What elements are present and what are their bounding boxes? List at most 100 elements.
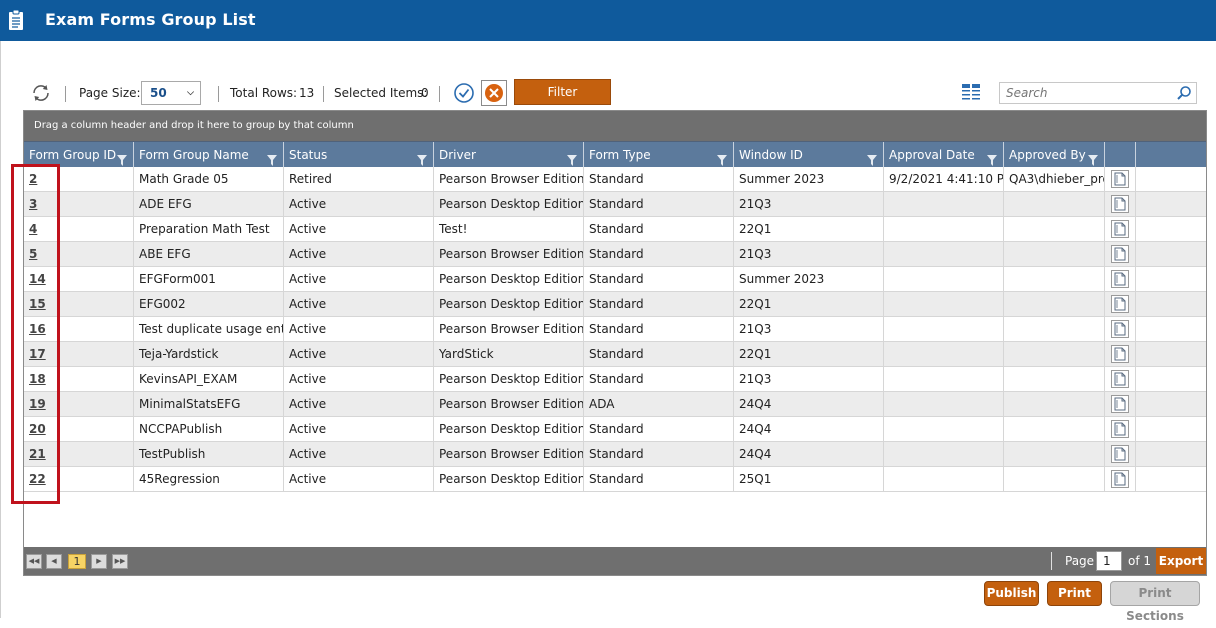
table-row[interactable]: 2 Math Grade 05 Retired Pearson Browser Edi… [24, 167, 1206, 192]
table-row[interactable]: 4 Preparation Math Test Active Test! Standar… [24, 217, 1206, 242]
form-group-id-link[interactable]: 5 [29, 247, 38, 261]
column-header-window-id[interactable]: Window ID [734, 142, 884, 168]
cell-approval-date [884, 242, 1004, 266]
column-header-form-group-name[interactable]: Form Group Name [134, 142, 284, 168]
cell-approved-by [1004, 217, 1105, 241]
cell-approved-by: QA3\dhieber_pro [1004, 167, 1105, 191]
publish-button[interactable]: Publish [984, 581, 1039, 606]
next-page-icon[interactable]: ▶ [91, 554, 107, 569]
document-icon[interactable] [1111, 395, 1129, 416]
refresh-icon[interactable] [30, 82, 52, 104]
cell-actions [1105, 267, 1136, 291]
filter-funnel-icon[interactable] [417, 149, 427, 168]
cell-form-group-name: EFGForm001 [134, 267, 284, 291]
page-button-current[interactable]: 1 [68, 554, 86, 569]
table-row[interactable]: 20 NCCPAPublish Active Pearson Desktop Edit… [24, 417, 1206, 442]
page-size-value: 50 [150, 86, 167, 100]
prev-page-icon[interactable]: ◀ [46, 554, 62, 569]
table-row[interactable]: 3 ADE EFG Active Pearson Desktop Edition Sta… [24, 192, 1206, 217]
cell-form-group-name: MinimalStatsEFG [134, 392, 284, 416]
filter-funnel-icon[interactable] [567, 149, 577, 168]
form-group-id-link[interactable]: 22 [29, 472, 46, 486]
print-button[interactable]: Print [1047, 581, 1102, 606]
document-icon[interactable] [1111, 320, 1129, 341]
clear-selection-icon[interactable] [481, 80, 507, 106]
cell-actions [1105, 467, 1136, 491]
filter-funnel-icon[interactable] [267, 149, 277, 168]
cell-approved-by [1004, 267, 1105, 291]
column-header-status[interactable]: Status [284, 142, 434, 168]
document-icon[interactable] [1111, 220, 1129, 241]
cell-form-group-name: Test duplicate usage entrie [134, 317, 284, 341]
table-row[interactable]: 18 KevinsAPI_EXAM Active Pearson Desktop Ed… [24, 367, 1206, 392]
form-group-id-link[interactable]: 2 [29, 172, 38, 186]
document-icon[interactable] [1111, 445, 1129, 466]
column-header-label: Window ID [739, 148, 803, 162]
cell-window-id: 24Q4 [734, 392, 884, 416]
table-row[interactable]: 14 EFGForm001 Active Pearson Desktop Editio… [24, 267, 1206, 292]
filter-funnel-icon[interactable] [117, 149, 127, 168]
filter-funnel-icon[interactable] [717, 149, 727, 168]
form-group-id-link[interactable]: 14 [29, 272, 46, 286]
first-page-icon[interactable]: ◀◀ [26, 554, 42, 569]
document-icon[interactable] [1111, 420, 1129, 441]
form-group-id-link[interactable]: 15 [29, 297, 46, 311]
table-row[interactable]: 5 ABE EFG Active Pearson Browser Edition Sta… [24, 242, 1206, 267]
cell-form-group-id: 15 [24, 292, 134, 316]
filter-funnel-icon[interactable] [1088, 149, 1098, 168]
cell-driver: Pearson Desktop Edition [434, 192, 584, 216]
document-icon[interactable] [1111, 270, 1129, 291]
column-header-approval-date[interactable]: Approval Date [884, 142, 1004, 168]
document-icon[interactable] [1111, 195, 1129, 216]
cell-form-group-id: 20 [24, 417, 134, 441]
form-group-id-link[interactable]: 20 [29, 422, 46, 436]
cell-form-type: Standard [584, 292, 734, 316]
table-row[interactable]: 15 EFG002 Active Pearson Desktop Edition Sta… [24, 292, 1206, 317]
page-number-input[interactable]: 1 [1096, 551, 1122, 571]
filter-funnel-icon[interactable] [867, 149, 877, 168]
cell-approved-by [1004, 367, 1105, 391]
cell-actions [1105, 442, 1136, 466]
cell-approved-by [1004, 292, 1105, 316]
last-page-icon[interactable]: ▶▶ [112, 554, 128, 569]
table-row[interactable]: 16 Test duplicate usage entrieActivePears… [24, 317, 1206, 342]
select-all-check-icon[interactable] [453, 82, 475, 104]
search-icon[interactable] [1176, 85, 1192, 104]
table-row[interactable]: 21 TestPublish Active Pearson Browser Editi… [24, 442, 1206, 467]
document-icon[interactable] [1111, 245, 1129, 266]
page-size-select[interactable]: 50 ⌵ [141, 81, 201, 105]
document-icon[interactable] [1111, 470, 1129, 491]
document-icon[interactable] [1111, 295, 1129, 316]
cell-actions [1105, 317, 1136, 341]
search-input[interactable] [1004, 83, 1174, 103]
filter-selections-button[interactable]: Filter Selections [514, 79, 611, 123]
form-group-id-link[interactable]: 3 [29, 197, 38, 211]
column-header-driver[interactable]: Driver [434, 142, 584, 168]
cell-form-group-id: 3 [24, 192, 134, 216]
document-icon[interactable] [1111, 170, 1129, 191]
table-row[interactable]: 17 Teja-Yardstick Active YardStick Standard 2… [24, 342, 1206, 367]
form-group-id-link[interactable]: 4 [29, 222, 38, 236]
column-header-form-type[interactable]: Form Type [584, 142, 734, 168]
group-by-panel[interactable]: Drag a column header and drop it here to… [24, 111, 1206, 141]
cell-approval-date [884, 342, 1004, 366]
document-icon[interactable] [1111, 345, 1129, 366]
pager: ◀◀ ◀ 1 ▶ ▶▶ Page 1 of 1 Export [24, 547, 1206, 575]
cell-form-group-name: TestPublish [134, 442, 284, 466]
filter-funnel-icon[interactable] [987, 149, 997, 168]
column-header-approved-by[interactable]: Approved By [1004, 142, 1105, 168]
cell-driver: Pearson Desktop Edition [434, 292, 584, 316]
form-group-id-link[interactable]: 18 [29, 372, 46, 386]
layout-grid-icon[interactable] [961, 82, 981, 104]
form-group-id-link[interactable]: 16 [29, 322, 46, 336]
cell-form-group-id: 5 [24, 242, 134, 266]
form-group-id-link[interactable]: 19 [29, 397, 46, 411]
form-group-id-link[interactable]: 17 [29, 347, 46, 361]
form-group-id-link[interactable]: 21 [29, 447, 46, 461]
document-icon[interactable] [1111, 370, 1129, 391]
table-row[interactable]: 19 MinimalStatsEFG Active Pearson Browser E… [24, 392, 1206, 417]
table-row[interactable]: 22 45Regression Active Pearson Desktop Edit… [24, 467, 1206, 492]
column-header-form-group-id[interactable]: Form Group ID [24, 142, 134, 168]
cell-approved-by [1004, 342, 1105, 366]
export-button[interactable]: Export [1156, 548, 1206, 574]
